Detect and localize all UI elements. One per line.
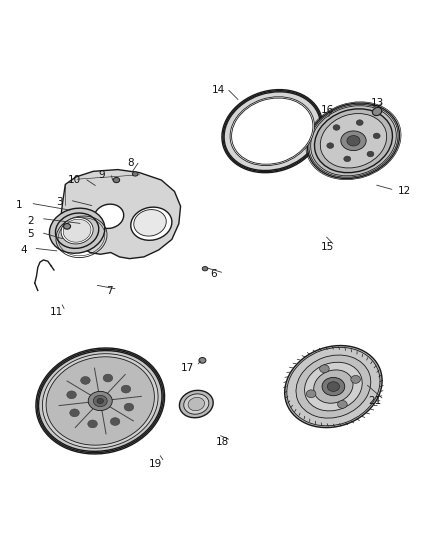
- Ellipse shape: [320, 365, 329, 373]
- Text: 8: 8: [127, 158, 134, 167]
- Ellipse shape: [199, 358, 206, 363]
- Ellipse shape: [232, 98, 313, 164]
- Ellipse shape: [304, 362, 362, 411]
- Ellipse shape: [285, 345, 382, 427]
- Ellipse shape: [61, 217, 93, 244]
- Ellipse shape: [124, 403, 134, 411]
- Ellipse shape: [351, 375, 360, 383]
- Ellipse shape: [97, 398, 103, 403]
- Ellipse shape: [49, 208, 105, 253]
- Ellipse shape: [347, 135, 360, 146]
- Ellipse shape: [287, 348, 380, 426]
- Ellipse shape: [63, 219, 91, 242]
- Ellipse shape: [64, 223, 71, 229]
- Ellipse shape: [356, 120, 363, 125]
- Ellipse shape: [202, 266, 208, 271]
- Text: 10: 10: [67, 175, 81, 185]
- Ellipse shape: [67, 391, 76, 399]
- Ellipse shape: [132, 172, 138, 176]
- Ellipse shape: [314, 109, 392, 173]
- Ellipse shape: [314, 370, 353, 403]
- Ellipse shape: [37, 349, 163, 453]
- Text: 14: 14: [212, 85, 225, 95]
- Text: 19: 19: [149, 459, 162, 469]
- Ellipse shape: [42, 354, 158, 448]
- Ellipse shape: [224, 92, 321, 171]
- Ellipse shape: [338, 400, 347, 408]
- Ellipse shape: [230, 96, 314, 166]
- Ellipse shape: [134, 209, 166, 236]
- Ellipse shape: [56, 213, 98, 248]
- Ellipse shape: [341, 131, 366, 151]
- Text: 5: 5: [27, 229, 34, 239]
- Ellipse shape: [56, 213, 99, 248]
- Ellipse shape: [307, 103, 399, 179]
- Ellipse shape: [180, 390, 213, 418]
- Ellipse shape: [70, 409, 79, 417]
- Ellipse shape: [322, 377, 345, 395]
- Text: 1: 1: [16, 200, 22, 211]
- Polygon shape: [61, 169, 180, 259]
- Ellipse shape: [103, 374, 113, 382]
- Ellipse shape: [320, 114, 387, 168]
- Text: 15: 15: [321, 242, 334, 252]
- Ellipse shape: [88, 420, 97, 428]
- Ellipse shape: [296, 355, 371, 418]
- Ellipse shape: [188, 398, 205, 410]
- Ellipse shape: [121, 385, 131, 393]
- Text: 2: 2: [27, 216, 34, 225]
- Ellipse shape: [373, 133, 380, 139]
- Ellipse shape: [309, 104, 398, 177]
- Ellipse shape: [81, 376, 90, 384]
- Ellipse shape: [131, 207, 172, 240]
- Ellipse shape: [88, 391, 112, 410]
- Text: 11: 11: [50, 308, 63, 317]
- Text: 13: 13: [371, 98, 384, 108]
- Ellipse shape: [223, 91, 321, 172]
- Ellipse shape: [222, 90, 323, 173]
- Text: 21: 21: [369, 396, 382, 406]
- Text: 6: 6: [210, 269, 217, 279]
- Ellipse shape: [344, 156, 351, 161]
- Text: 16: 16: [321, 105, 334, 115]
- Ellipse shape: [327, 382, 339, 391]
- Ellipse shape: [58, 215, 96, 246]
- Ellipse shape: [311, 106, 396, 176]
- Text: 9: 9: [99, 170, 105, 180]
- Ellipse shape: [93, 395, 107, 407]
- Ellipse shape: [333, 125, 340, 131]
- Ellipse shape: [110, 418, 120, 425]
- Text: 4: 4: [20, 245, 27, 255]
- Text: 17: 17: [181, 363, 194, 373]
- Ellipse shape: [36, 348, 165, 454]
- Text: 18: 18: [216, 437, 229, 447]
- Ellipse shape: [39, 351, 162, 451]
- Ellipse shape: [327, 143, 334, 149]
- Ellipse shape: [46, 357, 154, 445]
- Ellipse shape: [306, 390, 316, 398]
- Ellipse shape: [372, 108, 381, 116]
- Ellipse shape: [113, 177, 120, 183]
- Text: 7: 7: [106, 286, 112, 295]
- Ellipse shape: [184, 394, 209, 414]
- Text: 12: 12: [398, 187, 411, 196]
- Ellipse shape: [367, 151, 374, 157]
- Ellipse shape: [94, 204, 124, 229]
- Text: 3: 3: [57, 197, 63, 207]
